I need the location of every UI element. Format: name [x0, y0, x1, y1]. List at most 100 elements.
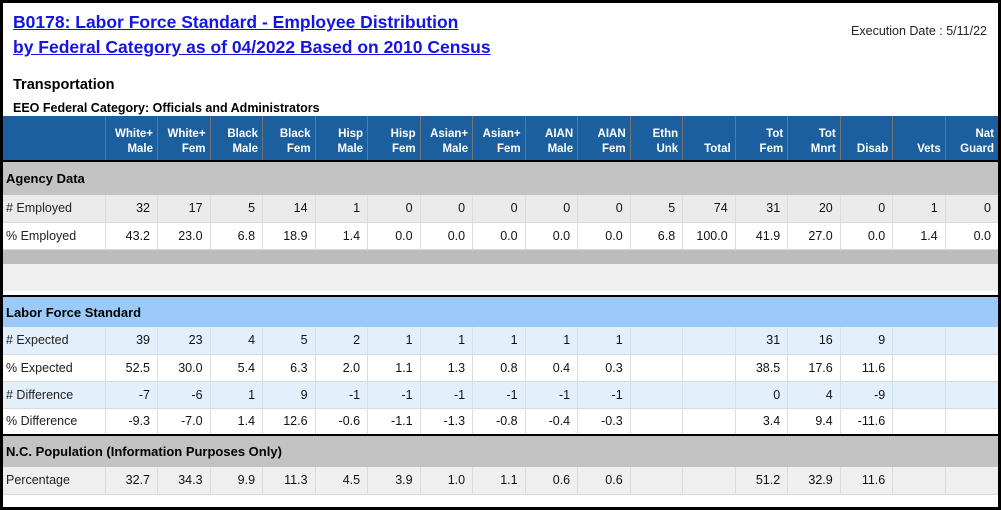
table-cell: 2 — [315, 327, 369, 354]
column-header-total: Total — [682, 116, 736, 161]
table-cell: 11.3 — [262, 467, 316, 494]
table-cell: 9 — [840, 327, 894, 354]
spacer-row — [3, 264, 998, 291]
table-cell: 18.9 — [262, 222, 316, 249]
column-header-hisp-fem: Hisp Fem — [367, 116, 421, 161]
row-label: # Difference — [3, 381, 106, 408]
row-label: # Expected — [3, 327, 106, 354]
table-cell: 0 — [840, 195, 894, 222]
table-cell: 5 — [210, 195, 264, 222]
table-cell: 1.1 — [472, 467, 526, 494]
table-cell: 1.1 — [367, 354, 421, 381]
table-cell: 12.6 — [262, 408, 316, 435]
spacer-row — [3, 291, 998, 296]
table-cell — [945, 354, 998, 381]
table-cell: 5 — [630, 195, 684, 222]
table-cell: 2.0 — [315, 354, 369, 381]
table-cell: 1 — [367, 327, 421, 354]
column-header-white-fem: White+ Fem — [157, 116, 211, 161]
table-cell: -0.8 — [472, 408, 526, 435]
spacer-cell — [3, 249, 998, 264]
table-cell: 16 — [787, 327, 841, 354]
section-header-n-c-population-information-purposes-only: N.C. Population (Information Purposes On… — [3, 435, 998, 467]
report-title-link-line2[interactable]: by Federal Category as of 04/2022 Based … — [13, 37, 491, 57]
table-cell: -0.6 — [315, 408, 369, 435]
report-title-link-line1[interactable]: B0178: Labor Force Standard - Employee D… — [13, 12, 459, 32]
table-cell: 23.0 — [157, 222, 211, 249]
table-cell: -0.4 — [525, 408, 579, 435]
table-cell: -1 — [420, 381, 474, 408]
table-cell: -1.3 — [420, 408, 474, 435]
table-cell — [892, 408, 946, 435]
column-header-nat-guard: Nat Guard — [945, 116, 998, 161]
column-header-white-male: White+ Male — [105, 116, 159, 161]
table-cell: 74 — [682, 195, 736, 222]
table-cell: -7.0 — [157, 408, 211, 435]
column-header-vets: Vets — [892, 116, 946, 161]
table-cell: 6.8 — [630, 222, 684, 249]
table-cell: 0 — [735, 381, 789, 408]
table-cell: 5.4 — [210, 354, 264, 381]
table-cell: 0.0 — [472, 222, 526, 249]
table-cell: 6.8 — [210, 222, 264, 249]
table-row-percentage: Percentage 32.7 34.3 9.9 11.3 4.5 3.9 1.0 1.1 0.6… — [3, 467, 998, 494]
table-cell: 9 — [262, 381, 316, 408]
table-cell — [682, 381, 736, 408]
table-cell — [945, 327, 998, 354]
table-cell — [630, 467, 684, 494]
execution-date: Execution Date : 5/11/22 — [851, 24, 987, 38]
table-cell: 1.4 — [315, 222, 369, 249]
table-cell — [892, 354, 946, 381]
table-cell: 20 — [787, 195, 841, 222]
table-cell: 1.4 — [210, 408, 264, 435]
table-cell: -1 — [367, 381, 421, 408]
table-cell: 1 — [420, 327, 474, 354]
table-cell: -7 — [105, 381, 159, 408]
spacer-row — [3, 249, 998, 264]
table-cell: 9.9 — [210, 467, 264, 494]
section-header-labor-force-standard: Labor Force Standard — [3, 296, 998, 327]
column-header-black-male: Black Male — [210, 116, 264, 161]
table-cell: 17 — [157, 195, 211, 222]
table-cell — [945, 381, 998, 408]
table-cell: 3.4 — [735, 408, 789, 435]
column-header-aian-male: AIAN Male — [525, 116, 579, 161]
table-cell: 31 — [735, 195, 789, 222]
table-cell: 0 — [577, 195, 631, 222]
table-row-employed: # Employed 32 17 5 14 1 0 0 0 0 0 5 74 31 20 0 1 0 — [3, 195, 998, 222]
table-cell — [945, 408, 998, 435]
column-header-row: White+ Male White+ Fem Black Male Black Fem… — [3, 116, 998, 161]
table-cell: 32.7 — [105, 467, 159, 494]
table-cell: 1 — [525, 327, 579, 354]
column-header-aian-fem: AIAN Fem — [577, 116, 631, 161]
spacer-cell — [3, 291, 998, 296]
table-cell — [630, 354, 684, 381]
table-row-employed: % Employed 43.2 23.0 6.8 18.9 1.4 0.0 0.0 0.0 0.0… — [3, 222, 998, 249]
table-cell — [682, 467, 736, 494]
section-header-label: N.C. Population (Information Purposes On… — [3, 435, 998, 467]
table-cell: 0.8 — [472, 354, 526, 381]
table-cell: 1 — [577, 327, 631, 354]
table-cell: 32.9 — [787, 467, 841, 494]
table-cell: 1 — [892, 195, 946, 222]
table-cell: 0.0 — [420, 222, 474, 249]
table-cell: 41.9 — [735, 222, 789, 249]
table-cell — [630, 327, 684, 354]
table-cell: -1.1 — [367, 408, 421, 435]
row-label-column-header — [3, 116, 106, 161]
table-cell: 14 — [262, 195, 316, 222]
table-cell — [945, 467, 998, 494]
row-label: % Expected — [3, 354, 106, 381]
table-cell: 1 — [315, 195, 369, 222]
section-header-label: Agency Data — [3, 161, 998, 195]
table-cell: 52.5 — [105, 354, 159, 381]
table-cell: 0 — [525, 195, 579, 222]
table-cell: 1.4 — [892, 222, 946, 249]
section-header-label: Labor Force Standard — [3, 296, 998, 327]
table-cell: 27.0 — [787, 222, 841, 249]
labor-force-table: White+ Male White+ Fem Black Male Black Fem… — [3, 116, 998, 495]
table-cell: 1.0 — [420, 467, 474, 494]
row-label: Percentage — [3, 467, 106, 494]
table-cell: 34.3 — [157, 467, 211, 494]
table-row-expected: # Expected 39 23 4 5 2 1 1 1 1 1 31 16 9 — [3, 327, 998, 354]
